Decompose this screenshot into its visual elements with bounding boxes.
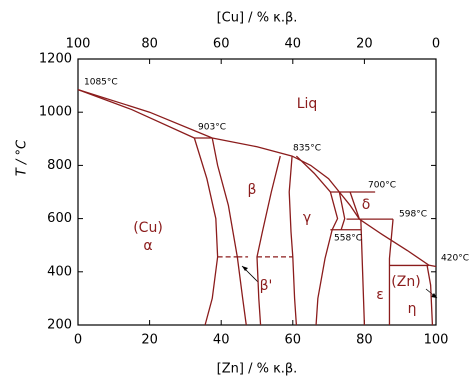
phase-boundary — [77, 88, 195, 139]
y-tick-label: 800 — [47, 158, 72, 173]
x2-tick-label: 80 — [141, 37, 158, 52]
x-axis-label: [Zn] / % κ.β. — [217, 362, 298, 377]
phase-label: γ — [303, 210, 311, 226]
x-tick-label: 80 — [356, 333, 373, 348]
x2-tick-label: 0 — [432, 37, 440, 52]
phase-boundary — [338, 191, 346, 230]
phase-boundary — [388, 219, 394, 325]
y-axis-label: T / °C — [15, 139, 30, 176]
temperature-label: 1085°C — [84, 78, 118, 88]
phase-label: β — [248, 182, 257, 198]
x-tick-label: 60 — [285, 333, 302, 348]
phase-label: ε — [376, 287, 384, 303]
temperature-label: 420°C — [441, 254, 469, 264]
x-tick-label: 40 — [213, 333, 230, 348]
phase-boundary — [360, 219, 366, 326]
y-tick-label: 1000 — [39, 105, 72, 120]
arrow-head — [431, 293, 437, 298]
y-tick-label: 400 — [47, 264, 72, 279]
arrow-head — [242, 266, 248, 271]
plot-frame — [77, 58, 437, 326]
phase-label: Liq — [297, 96, 318, 112]
x2-axis-label: [Cu] / % κ.β. — [217, 11, 298, 26]
phase-boundary — [256, 155, 281, 326]
temperature-label: 700°C — [368, 181, 396, 191]
phase-boundary — [77, 88, 437, 268]
y-tick-label: 600 — [47, 211, 72, 226]
phase-label: α — [143, 238, 152, 254]
x-tick-label: 100 — [424, 333, 449, 348]
phase-label: (Zn) — [391, 274, 420, 290]
temperature-label: 558°C — [334, 234, 362, 244]
x2-tick-label: 100 — [66, 37, 91, 52]
phase-label: (Cu) — [133, 220, 163, 236]
x-tick-label: 20 — [141, 333, 158, 348]
y-tick-label: 1200 — [39, 52, 72, 67]
x2-tick-label: 40 — [285, 37, 302, 52]
x2-tick-label: 20 — [356, 37, 373, 52]
phase-boundary — [426, 265, 434, 326]
temperature-label: 835°C — [293, 144, 321, 154]
x2-tick-label: 60 — [213, 37, 230, 52]
phase-boundary — [288, 156, 298, 326]
temperature-label: 903°C — [198, 123, 226, 133]
phase-boundary — [349, 191, 361, 220]
phase-boundary — [295, 155, 339, 326]
phase-boundary — [211, 137, 247, 326]
phase-label: η — [408, 301, 417, 317]
y-tick-label: 200 — [47, 318, 72, 333]
x-tick-label: 0 — [74, 333, 82, 348]
phase-boundary — [193, 137, 219, 326]
temperature-label: 598°C — [399, 210, 427, 220]
phase-label: δ — [362, 197, 371, 213]
phase-label: β' — [260, 278, 273, 294]
